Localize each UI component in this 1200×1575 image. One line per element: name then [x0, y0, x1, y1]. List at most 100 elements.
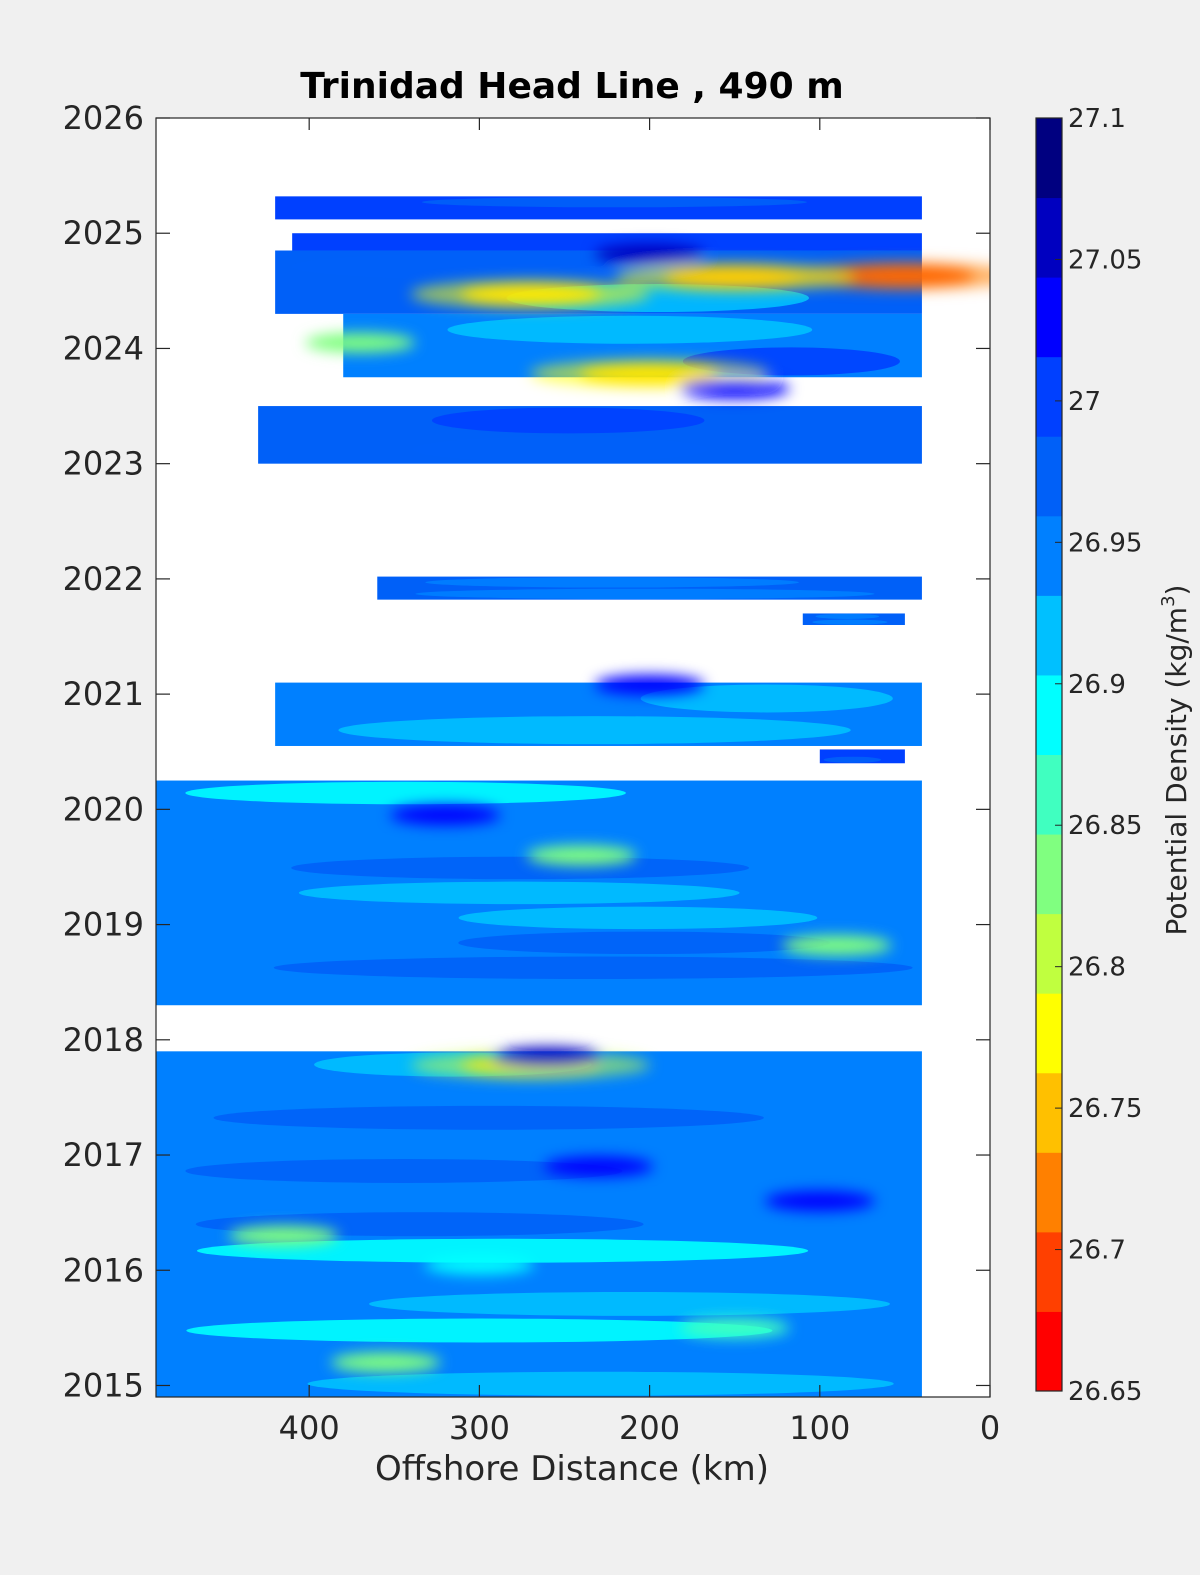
y-tick-label: 2017	[63, 1136, 144, 1174]
density-anomaly	[492, 1047, 603, 1068]
density-anomaly	[781, 935, 892, 956]
density-stripe	[213, 1105, 764, 1130]
colorbar-segment	[1036, 1311, 1062, 1392]
density-stripe	[338, 716, 851, 745]
colorbar-segment	[1036, 834, 1062, 915]
density-anomaly	[594, 674, 705, 695]
density-anomaly	[330, 1352, 441, 1373]
colorbar: 26.65 26.7 26.75 26.8 26.85 26.9 26.95 27 27.05 2…	[1035, 104, 1142, 1407]
colorbar-label-close: )	[1160, 585, 1193, 596]
colorbar-segment	[1036, 595, 1062, 676]
density-stripe	[426, 208, 732, 219]
x-axis: 400 300 200 100 0	[279, 118, 1000, 1447]
density-stripe	[466, 1265, 794, 1290]
y-tick-label: 2022	[63, 560, 144, 598]
colorbar-segment	[1036, 674, 1062, 755]
density-stripe	[291, 856, 750, 880]
x-tick-label: 0	[980, 1409, 1000, 1447]
y-tick-label: 2016	[63, 1251, 144, 1289]
density-stripe	[185, 781, 626, 805]
colorbar-segment	[1036, 197, 1062, 278]
colorbar-frame	[1035, 117, 1063, 1392]
density-stripe	[458, 906, 818, 930]
density-anomaly	[228, 1225, 339, 1246]
density-anomaly	[764, 1191, 875, 1212]
y-tick-label: 2021	[63, 675, 144, 713]
density-anomalies	[228, 243, 990, 1373]
density-stripe	[640, 684, 893, 713]
colorbar-label-text: Potential Density (kg/m	[1160, 607, 1193, 936]
colorbar-segment	[1036, 913, 1062, 994]
density-stripe	[291, 981, 846, 1004]
density-stripe	[196, 1238, 809, 1263]
density-anomaly-halo	[614, 263, 855, 292]
y-tick-label: 2023	[63, 445, 144, 483]
y-tick-label: 2018	[63, 1021, 144, 1059]
colorbar-segment	[1036, 436, 1062, 517]
x-tick-label: 200	[619, 1409, 680, 1447]
density-anomaly-halo	[410, 280, 651, 309]
x-axis-label: Offshore Distance (km)	[375, 1449, 769, 1489]
y-tick-label: 2026	[63, 99, 144, 137]
density-stripe	[334, 1132, 605, 1157]
density-anomaly	[390, 805, 501, 826]
density-stripe	[273, 956, 913, 980]
y-tick-label: 2024	[63, 329, 144, 367]
density-stripe	[431, 407, 705, 434]
density-stripe	[319, 1079, 670, 1104]
density-stripe	[425, 577, 799, 588]
x-tick-label: 400	[279, 1409, 340, 1447]
colorbar-tick-label: 26.75	[1068, 1094, 1142, 1124]
y-tick-label: 2019	[63, 906, 144, 944]
colorbar-segment	[1036, 356, 1062, 437]
colorbar-segment	[1036, 1231, 1062, 1312]
colorbar-segment	[1036, 1072, 1062, 1153]
density-stripe	[198, 831, 833, 855]
density-anomaly	[679, 378, 790, 399]
y-tick-label: 2020	[63, 790, 144, 828]
colorbar-tick-label: 27	[1068, 387, 1101, 417]
y-tick-label: 2015	[63, 1366, 144, 1404]
density-stripe	[186, 1318, 773, 1343]
colorbar-segment	[1036, 118, 1062, 199]
colorbar-tick-label: 26.85	[1068, 811, 1142, 841]
density-anomaly	[305, 332, 416, 353]
density-anomaly	[424, 1254, 535, 1275]
y-tick-label: 2025	[63, 214, 144, 252]
density-anomaly	[679, 1317, 790, 1338]
data-band	[802, 613, 905, 625]
colorbar-segment	[1036, 1152, 1062, 1233]
colorbar-tick-label: 27.1	[1068, 104, 1126, 134]
y-axis: 2015 2016 2017 2018 2019 2020 2021 2022 2023 2024…	[63, 99, 990, 1404]
colorbar-tick-label: 26.95	[1068, 528, 1142, 558]
density-stripe	[815, 613, 880, 619]
density-stripe	[630, 233, 876, 242]
density-stripe	[369, 1291, 890, 1316]
density-anomaly	[543, 1156, 654, 1177]
x-tick-label: 100	[789, 1409, 850, 1447]
density-stripe	[415, 588, 875, 600]
density-stripe	[812, 619, 888, 625]
x-tick-label: 300	[449, 1409, 510, 1447]
density-stripe	[421, 196, 807, 208]
density-stripe	[458, 931, 830, 955]
colorbar-segment	[1036, 277, 1062, 358]
colorbar-tick-label: 26.7	[1068, 1236, 1126, 1266]
colorbar-label-superscript: 3	[1158, 595, 1179, 606]
colorbar-segment	[1036, 754, 1062, 835]
colorbar-segment	[1036, 515, 1062, 596]
density-anomaly	[594, 243, 705, 264]
colorbar-tick-label: 26.8	[1068, 953, 1126, 983]
density-stripe	[185, 1159, 623, 1183]
colorbar-tick-label: 26.9	[1068, 670, 1126, 700]
density-stripe	[298, 881, 740, 905]
colorbar-label: Potential Density (kg/m3)	[1158, 585, 1193, 936]
density-stripe	[447, 315, 813, 344]
plot-frame	[155, 117, 991, 1398]
density-anomaly	[526, 845, 637, 866]
chart-title: Trinidad Head Line , 490 m	[300, 66, 843, 107]
colorbar-segment	[1036, 993, 1062, 1074]
density-stripe	[412, 436, 708, 463]
density-stripe	[823, 756, 882, 763]
